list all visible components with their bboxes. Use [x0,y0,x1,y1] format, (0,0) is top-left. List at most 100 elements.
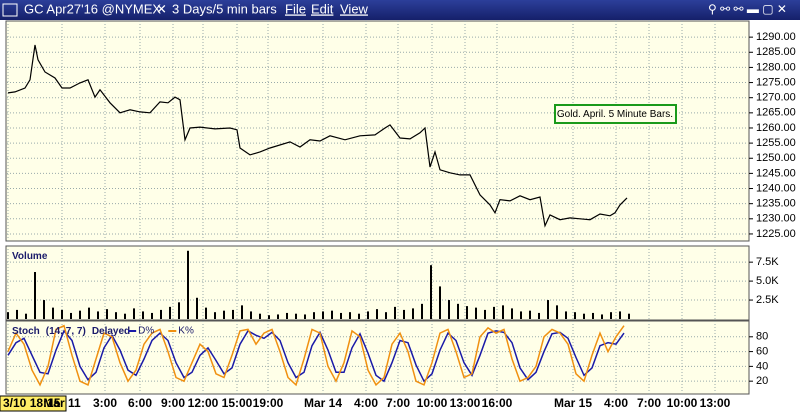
menu-item[interactable]: File [285,1,306,16]
x-tick-label: Mar 14 [304,396,342,410]
volume-bar [403,309,405,319]
volume-bar [214,312,216,319]
volume-bar [178,302,180,319]
x-tick-label: 9:00 [161,396,185,410]
y-tick-label: 40 [756,360,768,372]
y-tick-label: 1225.00 [756,228,796,240]
volume-bar [277,314,279,319]
volume-bar [574,312,576,319]
y-tick-label: 1235.00 [756,198,796,210]
volume-bar [16,309,18,319]
interval: 3 Days/5 min bars [172,1,277,16]
x-tick-label: 3/10 18:15 [3,396,61,410]
x-tick-label: 4:00 [354,396,378,410]
panel-title-part: Delayed [92,326,130,337]
volume-bar [286,312,288,319]
volume-bar [259,313,261,319]
volume-bar [7,312,9,319]
x-tick-label: 4:00 [604,396,628,410]
menu-item[interactable]: View [340,1,369,16]
volume-bar [295,313,297,319]
y-tick-label: 5.0K [756,275,779,287]
volume-bar [187,250,189,319]
x-tick-label: 15:00 [222,396,253,410]
legend-label: K% [178,326,194,337]
volume-bar [583,313,585,319]
x-tick-label: Mar 15 [554,396,592,410]
volume-bar [349,312,351,319]
data-line [7,44,628,228]
annotation: Gold. April. 5 Minute Bars. [557,109,673,120]
volume-bar [61,309,63,319]
x-tick-label: 10:00 [417,396,448,410]
volume-bar [511,308,513,319]
volume-bar [52,307,54,319]
panel-title: Volume [12,251,48,262]
y-tick-label: 20 [756,375,768,387]
volume-bar [43,300,45,319]
volume-bar [124,313,126,319]
volume-bar [331,310,333,319]
annotation-box [554,104,677,124]
panel-title: Stoch (14, 7, 7) Delayed [12,326,130,337]
data-line [7,329,625,383]
toolbar-icons[interactable]: ⚲ ⚯ ⚯ ▬ ▢ ✕ [708,2,787,16]
volume-bar [232,309,234,319]
volume-bar [34,272,36,319]
volume-bar [250,311,252,319]
volume-bar [412,308,414,319]
volume-bar [304,314,306,319]
volume-bar [592,312,594,319]
volume-bar [241,305,243,319]
volume-bar [466,306,468,319]
y-tick-label: 1250.00 [756,152,796,164]
x-tick-label: 19:00 [253,396,284,410]
panel-title-part: Volume [12,251,48,262]
volume-bar [106,309,108,319]
volume-bar [160,309,162,319]
volume-bar [268,315,270,319]
panel-title-part: Stoch [12,326,40,337]
y-tick-label: 1270.00 [756,92,796,104]
volume-bar [367,311,369,319]
x-tick-label: 13:00 [450,396,481,410]
volume-bar [610,312,612,319]
volume-bar [439,286,441,319]
volume-bar [70,312,72,319]
y-tick-label: 1260.00 [756,122,796,134]
menu-item[interactable]: Edit [311,1,334,16]
volume-bar [556,305,558,319]
x-tick-label: Mar 11 [43,396,81,410]
y-tick-label: 2.5K [756,294,779,306]
volume-bar [151,312,153,319]
price-panel [5,20,750,242]
x-tick-label: 16:00 [482,396,513,410]
y-tick-label: 7.5K [756,256,779,268]
volume-bar [421,303,423,319]
legend-label: D% [138,326,154,337]
y-tick-label: 1230.00 [756,213,796,225]
x-tick-label: 7:00 [637,396,661,410]
volume-bar [448,300,450,319]
close-symbol[interactable]: ✕ [156,1,167,16]
volume-bar [223,310,225,319]
y-tick-label: 1245.00 [756,167,796,179]
y-tick-label: 80 [756,331,768,343]
x-tick-label: 12:00 [188,396,219,410]
x-tick-label: 13:00 [700,396,731,410]
volume-bar [502,305,504,319]
volume-bar [538,312,540,319]
volume-bar [88,307,90,319]
volume-bar [376,309,378,319]
volume-bar [547,300,549,319]
volume-bar [385,312,387,319]
volume-bar [457,303,459,319]
volume-bar [340,312,342,319]
volume-bar [133,308,135,319]
x-tick-label: 3:00 [93,396,117,410]
y-tick-label: 1265.00 [756,107,796,119]
volume-bar [205,307,207,319]
volume-bar [394,306,396,319]
data-line [7,324,625,387]
